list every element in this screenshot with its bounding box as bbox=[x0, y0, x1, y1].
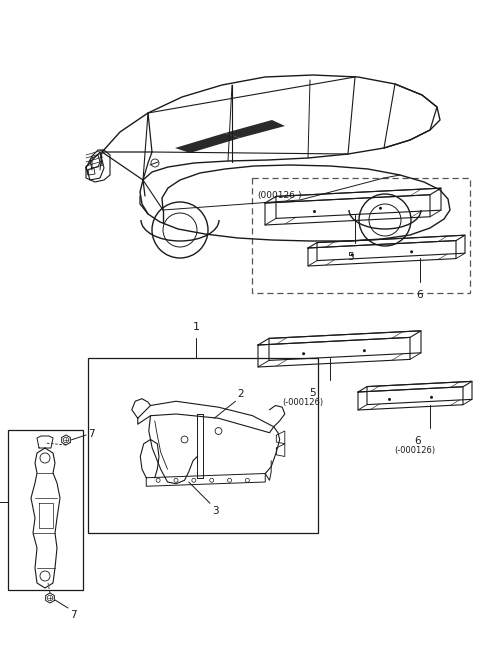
Circle shape bbox=[388, 398, 391, 401]
Bar bbox=[8, 430, 83, 590]
Bar bbox=[88, 358, 318, 533]
Circle shape bbox=[313, 210, 316, 213]
Text: 3: 3 bbox=[212, 506, 218, 516]
Text: 7: 7 bbox=[70, 610, 77, 620]
Text: (000126-): (000126-) bbox=[257, 191, 301, 200]
Text: 2: 2 bbox=[237, 389, 244, 399]
Text: 5: 5 bbox=[347, 252, 353, 262]
Bar bbox=[252, 178, 470, 293]
Text: 1: 1 bbox=[192, 322, 200, 332]
Text: 5: 5 bbox=[309, 388, 315, 398]
Polygon shape bbox=[175, 133, 240, 153]
Circle shape bbox=[410, 250, 413, 254]
Text: 6: 6 bbox=[415, 436, 421, 446]
Circle shape bbox=[363, 349, 366, 352]
Text: (-000126): (-000126) bbox=[395, 446, 435, 455]
Circle shape bbox=[430, 396, 433, 399]
Circle shape bbox=[302, 352, 305, 355]
Text: 7: 7 bbox=[88, 429, 95, 439]
Circle shape bbox=[379, 207, 382, 210]
Circle shape bbox=[351, 254, 354, 256]
Text: (-000126): (-000126) bbox=[282, 398, 324, 407]
Polygon shape bbox=[225, 120, 285, 138]
Text: 6: 6 bbox=[417, 290, 423, 300]
